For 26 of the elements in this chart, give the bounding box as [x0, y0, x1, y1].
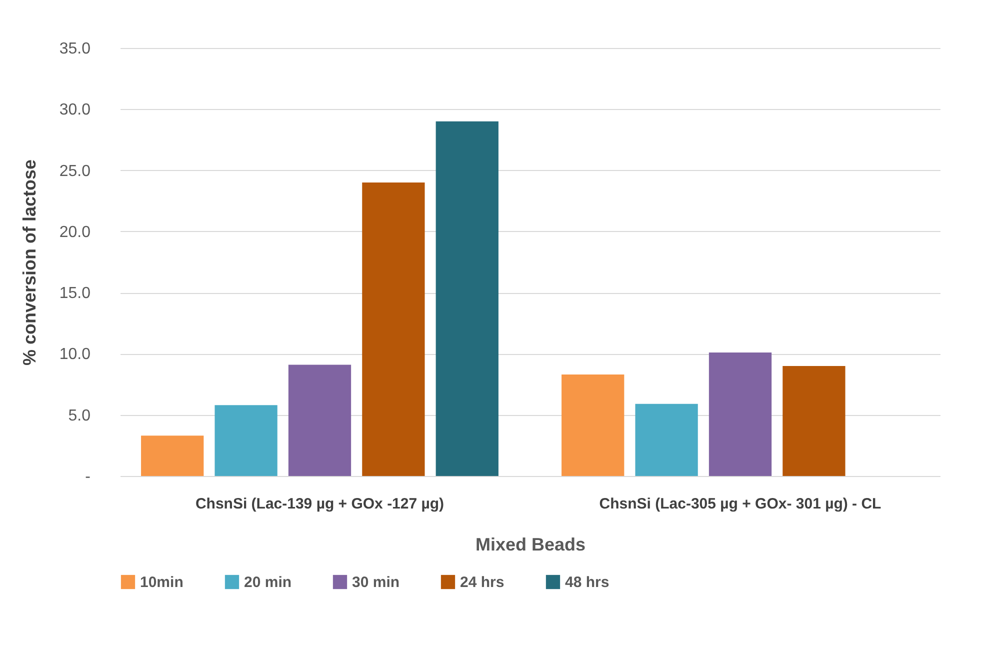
x-tick-label: ChsnSi (Lac-139 µg + GOx -127 µg) — [195, 496, 444, 512]
bar — [362, 182, 425, 476]
y-tick-label: 30.0 — [59, 102, 91, 119]
y-tick-label: 20.0 — [59, 224, 91, 241]
y-axis-title: % conversion of lactose — [19, 159, 40, 366]
bar — [288, 364, 352, 476]
bar — [635, 404, 698, 476]
y-tick-label: 5.0 — [68, 407, 91, 424]
y-tick-label: 10.0 — [59, 346, 91, 364]
bar — [708, 352, 772, 476]
y-tick-label: 35.0 — [59, 40, 91, 58]
legend-label: 30 min — [352, 574, 400, 591]
y-tick-label: 25.0 — [59, 162, 91, 180]
bar — [214, 405, 278, 476]
bar — [782, 366, 846, 476]
legend-label: 24 hrs — [460, 574, 504, 591]
legend-label: 10min — [140, 574, 184, 591]
bar — [436, 121, 498, 476]
legend-label: 20 min — [244, 574, 292, 591]
legend-label: 48 hrs — [565, 574, 610, 591]
bar — [141, 436, 204, 476]
bar — [562, 374, 624, 476]
y-tick-label: - — [85, 468, 90, 486]
x-axis-title: Mixed Beads — [475, 534, 586, 554]
y-tick-label: 15.0 — [59, 285, 91, 302]
x-tick-label: ChsnSi (Lac-305 µg + GOx- 301 µg) - CL — [599, 496, 882, 512]
